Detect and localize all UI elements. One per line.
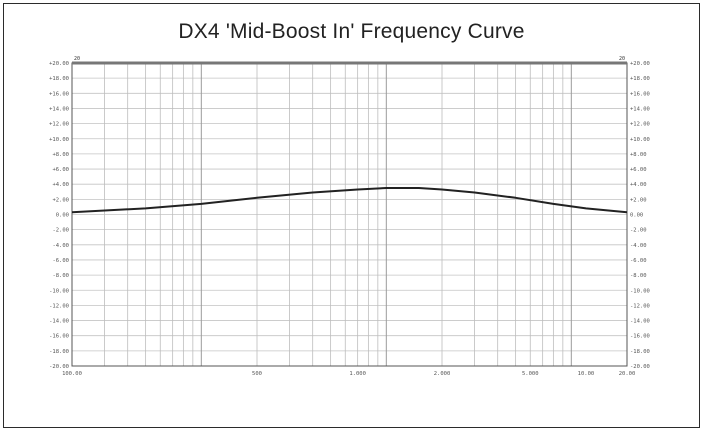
- y-tick-label-left: -16.00: [49, 334, 69, 340]
- x-tick-label: 10.00: [578, 371, 595, 377]
- y-tick-label-left: -8.00: [52, 273, 69, 279]
- y-tick-label-right: +16.00: [630, 91, 650, 97]
- top-bar: [72, 61, 627, 65]
- y-tick-label-right: -4.00: [630, 243, 647, 249]
- corner-label-left: 20: [74, 56, 80, 62]
- y-tick-label-right: +8.00: [630, 152, 647, 158]
- y-tick-label-right: -18.00: [630, 349, 650, 355]
- y-tick-label-right: +20.00: [630, 61, 650, 67]
- x-tick-label: 1.000: [349, 371, 366, 377]
- y-tick-label-left: +12.00: [49, 122, 69, 128]
- y-tick-label-right: 0.00: [630, 213, 643, 219]
- y-tick-label-right: -10.00: [630, 288, 650, 294]
- y-tick-label-left: +8.00: [52, 152, 69, 158]
- y-tick-label-right: +12.00: [630, 122, 650, 128]
- y-tick-label-left: -2.00: [52, 228, 69, 234]
- y-tick-label-left: +10.00: [49, 137, 69, 143]
- y-tick-label-left: +16.00: [49, 91, 69, 97]
- y-tick-label-left: +4.00: [52, 182, 69, 188]
- y-tick-label-right: +2.00: [630, 197, 647, 203]
- y-tick-label-right: -2.00: [630, 228, 647, 234]
- y-tick-label-left: -20.00: [49, 364, 69, 370]
- x-tick-label: 2.000: [434, 371, 451, 377]
- x-tick-label: 5.000: [522, 371, 539, 377]
- corner-label-right: 20: [619, 56, 625, 62]
- x-tick-label: 100.00: [62, 371, 82, 377]
- y-tick-label-left: -18.00: [49, 349, 69, 355]
- chart-title: DX4 'Mid-Boost In' Frequency Curve: [178, 20, 525, 43]
- frequency-curve-line: [71, 187, 628, 214]
- y-tick-label-right: +4.00: [630, 182, 647, 188]
- y-tick-label-left: -14.00: [49, 319, 69, 325]
- y-tick-label-right: -16.00: [630, 334, 650, 340]
- y-tick-label-left: 0.00: [56, 213, 69, 219]
- y-tick-label-left: -12.00: [49, 303, 69, 309]
- y-tick-label-left: +2.00: [52, 197, 69, 203]
- y-tick-label-left: +18.00: [49, 76, 69, 82]
- y-tick-label-right: +18.00: [630, 76, 650, 82]
- y-tick-label-right: +10.00: [630, 137, 650, 143]
- y-tick-label-right: +6.00: [630, 167, 647, 173]
- y-tick-label-left: +14.00: [49, 106, 69, 112]
- y-tick-label-left: -10.00: [49, 288, 69, 294]
- x-tick-label: 20.00: [619, 371, 636, 377]
- y-tick-label-right: -8.00: [630, 273, 647, 279]
- y-tick-label-left: -6.00: [52, 258, 69, 264]
- y-tick-label-right: -6.00: [630, 258, 647, 264]
- y-tick-label-right: -14.00: [630, 319, 650, 325]
- y-tick-label-left: -4.00: [52, 243, 69, 249]
- y-tick-label-right: -20.00: [630, 364, 650, 370]
- y-tick-label-right: -12.00: [630, 303, 650, 309]
- y-tick-label-right: +14.00: [630, 106, 650, 112]
- y-tick-label-left: +20.00: [49, 61, 69, 67]
- y-tick-label-left: +6.00: [52, 167, 69, 173]
- x-tick-label: 500: [252, 371, 262, 377]
